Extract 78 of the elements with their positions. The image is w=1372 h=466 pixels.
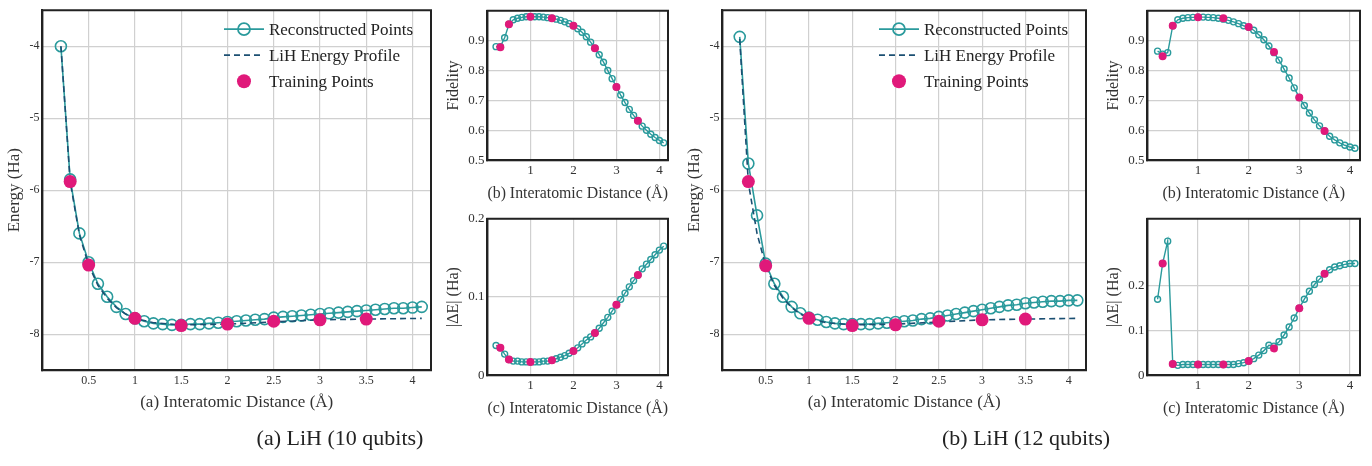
legend-label: Reconstructed Points	[268, 19, 414, 39]
x-tick-label: 4	[1065, 372, 1072, 387]
x-tick-label: 3.5	[358, 372, 374, 387]
x-tick-label: 0.5	[81, 372, 97, 387]
y-axis-title: Energy (Ha)	[3, 148, 23, 233]
y-tick-label: 0.2	[1128, 277, 1145, 293]
y-tick-label: 0.2	[468, 210, 485, 226]
y-axis-title: Energy (Ha)	[683, 148, 703, 233]
y-tick-label: -5	[29, 110, 40, 125]
y-tick-label: 0.9	[1128, 32, 1145, 48]
x-tick-label: 3.5	[1017, 372, 1033, 387]
x-tick-label: 3	[613, 162, 620, 178]
x-tick-label: 2	[224, 372, 231, 387]
text: (b) LiH (12 qubits)	[941, 425, 1111, 451]
x-tick-label: 3	[1296, 377, 1303, 393]
y-axis-title: |ΔE| (Ha)	[1103, 267, 1122, 327]
x-tick-label: 1	[131, 372, 138, 387]
y-axis-title: |ΔE| (Ha)	[443, 267, 462, 327]
x-tick-label: 1	[527, 162, 534, 178]
y-axis-title: Fidelity	[1103, 60, 1122, 111]
y-tick-label: 0.1	[468, 288, 485, 304]
y-tick-label: -6	[29, 182, 40, 197]
text: (a) LiH (10 qubits)	[255, 425, 425, 451]
y-tick-label: 0.9	[468, 32, 485, 48]
x-axis-title: (c) Interatomic Distance (Å)	[1162, 398, 1345, 417]
y-tick-label: 0.5	[468, 151, 485, 167]
x-tick-label: 2	[1245, 162, 1252, 178]
x-tick-label: 1	[527, 377, 534, 393]
x-tick-label: 4	[1346, 377, 1354, 393]
y-tick-label: 0.8	[468, 61, 485, 77]
y-tick-label: 0.6	[1128, 121, 1145, 137]
legend-label: Training Points	[268, 71, 374, 91]
x-tick-label: 3	[1296, 162, 1303, 178]
y-tick-label: 0	[1137, 366, 1145, 382]
x-tick-label: 3	[613, 377, 620, 393]
x-axis-title: (b) Interatomic Distance (Å)	[487, 183, 668, 202]
x-tick-label: 4	[409, 372, 416, 387]
y-tick-label: 0.5	[1128, 151, 1145, 167]
x-axis-title: (a) Interatomic Distance (Å)	[807, 392, 1001, 412]
x-tick-label: 4	[1346, 162, 1354, 178]
x-axis-title: (a) Interatomic Distance (Å)	[140, 392, 334, 412]
y-tick-label: -6	[709, 182, 720, 197]
y-axis-title: Fidelity	[443, 60, 462, 111]
x-tick-label: 1	[1194, 162, 1202, 178]
y-tick-label: -7	[709, 254, 720, 269]
x-tick-label: 4	[656, 377, 664, 393]
x-tick-label: 2	[1245, 377, 1252, 393]
x-tick-label: 2	[892, 372, 899, 387]
y-tick-label: -5	[709, 110, 720, 125]
y-tick-label: 0.7	[1128, 91, 1145, 107]
x-tick-label: 2.5	[266, 372, 282, 387]
x-tick-label: 2.5	[931, 372, 947, 387]
y-tick-label: -4	[709, 38, 720, 53]
x-tick-label: 0.5	[758, 372, 774, 387]
y-tick-label: 0.7	[468, 91, 485, 107]
x-tick-label: 3	[979, 372, 986, 387]
legend-label: LiH Energy Profile	[923, 45, 1055, 65]
y-tick-label: -8	[709, 326, 720, 341]
x-axis-title: (c) Interatomic Distance (Å)	[487, 398, 668, 417]
x-tick-label: 1.5	[844, 372, 860, 387]
legend-label: Reconstructed Points	[923, 19, 1069, 39]
x-tick-label: 3	[316, 372, 323, 387]
y-tick-label: 0	[477, 366, 485, 382]
x-tick-label: 2	[570, 162, 577, 178]
legend-label: LiH Energy Profile	[268, 45, 400, 65]
y-tick-label: -4	[29, 38, 40, 53]
y-tick-label: 0.1	[1128, 321, 1145, 337]
x-tick-label: 2	[570, 377, 577, 393]
y-tick-label: -8	[29, 326, 40, 341]
y-tick-label: 0.6	[468, 121, 485, 137]
y-tick-label: -7	[29, 254, 40, 269]
y-tick-label: 0.8	[1128, 61, 1145, 77]
x-tick-label: 4	[656, 162, 664, 178]
legend-label: Training Points	[923, 71, 1029, 91]
x-tick-label: 1	[805, 372, 812, 387]
x-axis-title: (b) Interatomic Distance (Å)	[1162, 183, 1346, 202]
x-tick-label: 1	[1194, 377, 1202, 393]
x-tick-label: 1.5	[173, 372, 189, 387]
